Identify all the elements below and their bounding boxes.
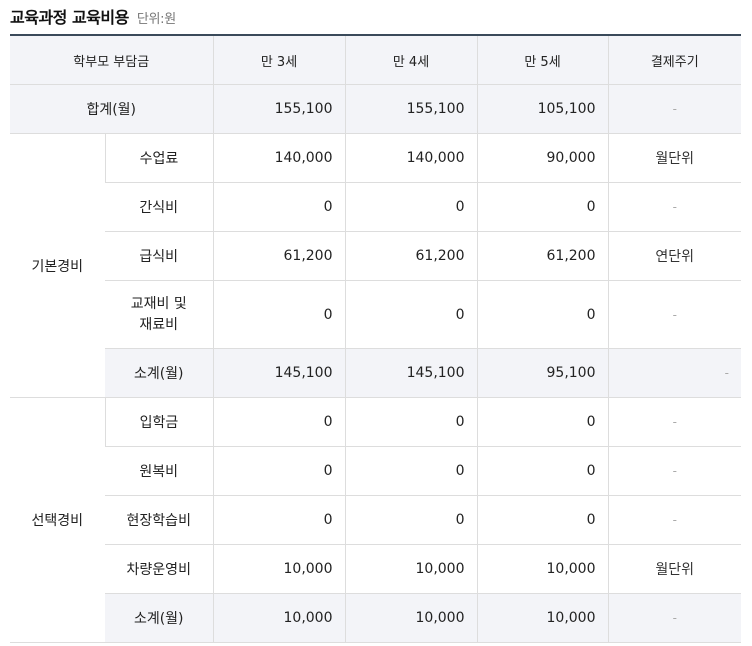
table-row: 현장학습비 0 0 0 - <box>10 495 741 545</box>
table-row: 간식비 0 0 0 - <box>10 182 741 232</box>
total-row: 합계(월) 155,100 155,100 105,100 - <box>10 84 741 134</box>
subtotal-age5: 10,000 <box>476 593 608 643</box>
row-label: 교재비 및 재료비 <box>105 280 213 349</box>
cell-age4: 0 <box>344 182 477 232</box>
cell-age4: 61,200 <box>344 231 477 281</box>
cell-cycle: 월단위 <box>607 544 741 594</box>
table-row: 교재비 및 재료비 0 0 0 - <box>10 280 741 349</box>
cell-age4: 140,000 <box>344 133 477 183</box>
total-age5: 105,100 <box>476 84 608 134</box>
group-basic: 기본경비 <box>10 133 105 398</box>
header-age5: 만 5세 <box>476 35 608 85</box>
cell-cycle: 월단위 <box>607 133 741 183</box>
table-row: 원복비 0 0 0 - <box>10 446 741 496</box>
cell-age3: 0 <box>212 446 345 496</box>
cell-age4: 0 <box>344 446 477 496</box>
subtotal-cycle: - <box>607 348 741 398</box>
total-cycle: - <box>607 84 741 134</box>
cell-age5: 90,000 <box>476 133 608 183</box>
subtotal-row: 소계(월) 10,000 10,000 10,000 - <box>10 593 741 643</box>
subtotal-age5: 95,100 <box>476 348 608 398</box>
tuition-table: 학부모 부담금 만 3세 만 4세 만 5세 결제주기 합계(월) 155,10… <box>10 34 741 643</box>
table-row: 기본경비 수업료 140,000 140,000 90,000 월단위 <box>10 133 741 398</box>
subtotal-label: 소계(월) <box>105 348 213 398</box>
row-label: 급식비 <box>105 231 213 281</box>
cell-cycle: - <box>607 397 741 447</box>
cell-age5: 0 <box>476 397 608 447</box>
subtotal-age4: 145,100 <box>344 348 477 398</box>
total-age3: 155,100 <box>212 84 345 134</box>
cell-age4: 0 <box>344 495 477 545</box>
table-row: 차량운영비 10,000 10,000 10,000 월단위 <box>10 544 741 594</box>
row-label: 차량운영비 <box>105 544 213 594</box>
subtotal-row: 소계(월) 145,100 145,100 95,100 - <box>10 348 741 398</box>
cell-cycle: - <box>607 280 741 349</box>
cell-age3: 0 <box>212 495 345 545</box>
subtotal-age3: 10,000 <box>212 593 345 643</box>
table-row: 급식비 61,200 61,200 61,200 연단위 <box>10 231 741 281</box>
cell-age3: 10,000 <box>212 544 345 594</box>
total-age4: 155,100 <box>344 84 477 134</box>
header-age4: 만 4세 <box>344 35 477 85</box>
header-parent-cost: 학부모 부담금 <box>10 35 213 85</box>
cell-age4: 0 <box>344 280 477 349</box>
cell-age4: 0 <box>344 397 477 447</box>
page-title: 교육과정 교육비용 <box>10 8 129 27</box>
cell-age5: 0 <box>476 280 608 349</box>
header-payment-cycle: 결제주기 <box>607 35 741 85</box>
cell-cycle: - <box>607 182 741 232</box>
total-label: 합계(월) <box>10 84 213 134</box>
cell-age3: 140,000 <box>212 133 345 183</box>
unit-note: 단위:원 <box>136 12 176 27</box>
title-row: 교육과정 교육비용 단위:원 <box>10 4 176 28</box>
cell-age3: 0 <box>212 182 345 232</box>
cell-age5: 0 <box>476 182 608 232</box>
subtotal-age4: 10,000 <box>344 593 477 643</box>
row-label: 원복비 <box>105 446 213 496</box>
cell-age5: 0 <box>476 446 608 496</box>
table-header-row: 학부모 부담금 만 3세 만 4세 만 5세 결제주기 <box>10 35 741 85</box>
subtotal-age3: 145,100 <box>212 348 345 398</box>
cell-cycle: - <box>607 495 741 545</box>
cell-age5: 61,200 <box>476 231 608 281</box>
cell-age5: 10,000 <box>476 544 608 594</box>
cell-age3: 0 <box>212 397 345 447</box>
header-age3: 만 3세 <box>212 35 345 85</box>
subtotal-label: 소계(월) <box>105 593 213 643</box>
cell-cycle: - <box>607 446 741 496</box>
row-label: 입학금 <box>104 397 213 447</box>
cell-age4: 10,000 <box>344 544 477 594</box>
cell-age3: 61,200 <box>212 231 345 281</box>
row-label: 현장학습비 <box>105 495 213 545</box>
group-optional: 선택경비 <box>10 397 105 643</box>
cell-age5: 0 <box>476 495 608 545</box>
table-row: 선택경비 입학금 0 0 0 - <box>10 397 741 643</box>
cell-cycle: 연단위 <box>607 231 741 281</box>
row-label: 간식비 <box>105 182 213 232</box>
subtotal-cycle: - <box>607 593 741 643</box>
row-label: 수업료 <box>104 133 213 183</box>
cell-age3: 0 <box>212 280 345 349</box>
